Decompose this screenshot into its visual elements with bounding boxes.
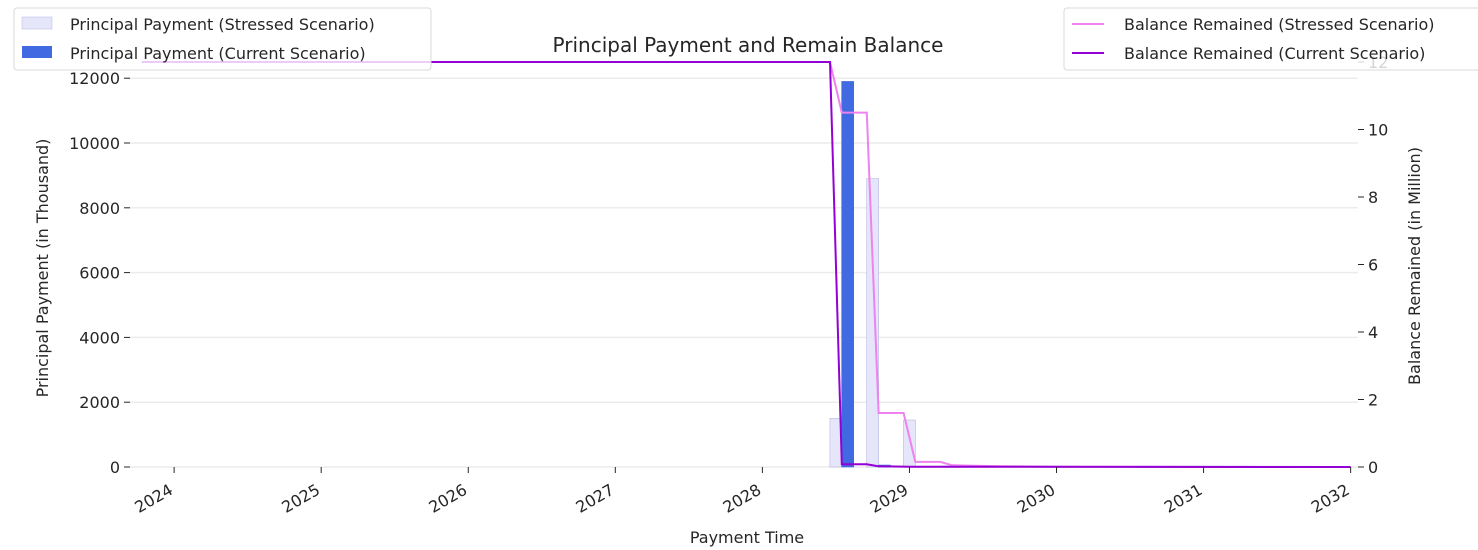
y2-tick-label-0: 0	[1368, 458, 1378, 477]
y-tick-label-2: 4000	[79, 328, 120, 347]
y2-tick-label-1: 2	[1368, 391, 1378, 410]
y-tick-label-3: 6000	[79, 264, 120, 283]
legend-label-current-payment: Principal Payment (Current Scenario)	[70, 44, 366, 63]
legend-left-frame	[13, 7, 432, 71]
legend-label-stressed-balance: Balance Remained (Stressed Scenario)	[1124, 15, 1435, 34]
legend-label-stressed-payment: Principal Payment (Stressed Scenario)	[70, 15, 375, 34]
x-tick-label-7: 2031	[1161, 480, 1206, 517]
bar-0-2	[903, 419, 916, 468]
y2-axis-label: Balance Remained (in Million)	[1405, 147, 1424, 385]
legend-label-current-balance: Balance Remained (Current Scenario)	[1124, 44, 1425, 63]
x-tick-label-1: 2025	[278, 480, 323, 517]
axes: 0200040006000800010000120000246810122024…	[69, 53, 1388, 517]
bars	[829, 81, 953, 468]
y-axis-label: Principal Payment (in Thousand)	[33, 139, 52, 398]
x-tick-label-3: 2027	[573, 480, 618, 517]
x-tick-label-4: 2028	[720, 480, 765, 517]
legend-swatch-stressed-payment	[21, 16, 53, 30]
y2-tick-label-4: 8	[1368, 188, 1378, 207]
balance-line-0	[141, 61, 1351, 468]
legend-swatch-current-payment	[22, 46, 52, 58]
y-tick-label-1: 2000	[79, 393, 120, 412]
x-tick-label-0: 2024	[131, 480, 176, 517]
balance-line-1	[141, 61, 1351, 468]
x-axis-label: Payment Time	[690, 528, 804, 547]
x-tick-label-6: 2030	[1014, 480, 1059, 517]
x-tick-label-8: 2032	[1308, 480, 1353, 517]
y2-tick-label-3: 6	[1368, 256, 1378, 275]
balance-lines	[141, 61, 1351, 468]
chart-title: Principal Payment and Remain Balance	[553, 33, 944, 57]
bar-0-1	[866, 178, 879, 468]
y2-tick-label-2: 4	[1368, 323, 1378, 342]
y-tick-label-0: 0	[110, 458, 120, 477]
y-tick-label-5: 10000	[69, 134, 120, 153]
y-tick-label-6: 12000	[69, 69, 120, 88]
grid-lines	[130, 77, 1358, 468]
x-tick-label-2: 2026	[425, 480, 470, 517]
legend-left: Principal Payment (Stressed Scenario) Pr…	[13, 7, 432, 71]
y-tick-label-4: 8000	[79, 199, 120, 218]
y2-tick-label-5: 10	[1368, 121, 1388, 140]
legend-right-frame	[1063, 7, 1478, 71]
legend-right: Balance Remained (Stressed Scenario) Bal…	[1063, 7, 1478, 71]
bar-1-0	[841, 81, 854, 468]
x-tick-label-5: 2029	[867, 480, 912, 517]
